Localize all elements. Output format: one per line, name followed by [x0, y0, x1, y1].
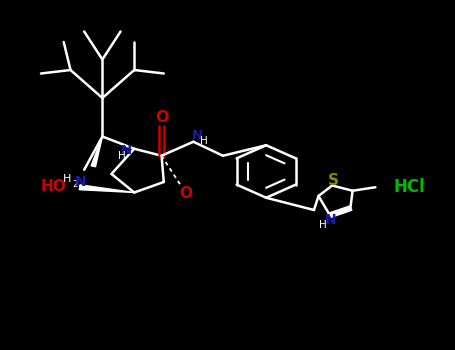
- Text: H: H: [118, 152, 126, 161]
- Text: O: O: [179, 186, 192, 201]
- Text: N: N: [75, 175, 87, 189]
- Text: H: H: [63, 174, 71, 183]
- Text: S: S: [328, 174, 339, 188]
- Text: O: O: [155, 110, 168, 125]
- Text: N: N: [324, 213, 336, 227]
- Text: HCl: HCl: [394, 178, 425, 196]
- Text: H: H: [319, 220, 327, 230]
- Polygon shape: [91, 136, 102, 167]
- Text: 2: 2: [72, 180, 78, 189]
- Text: H: H: [200, 136, 208, 146]
- Text: HO: HO: [41, 179, 66, 194]
- Text: N: N: [192, 129, 202, 142]
- Polygon shape: [79, 185, 134, 193]
- Text: N: N: [121, 144, 132, 157]
